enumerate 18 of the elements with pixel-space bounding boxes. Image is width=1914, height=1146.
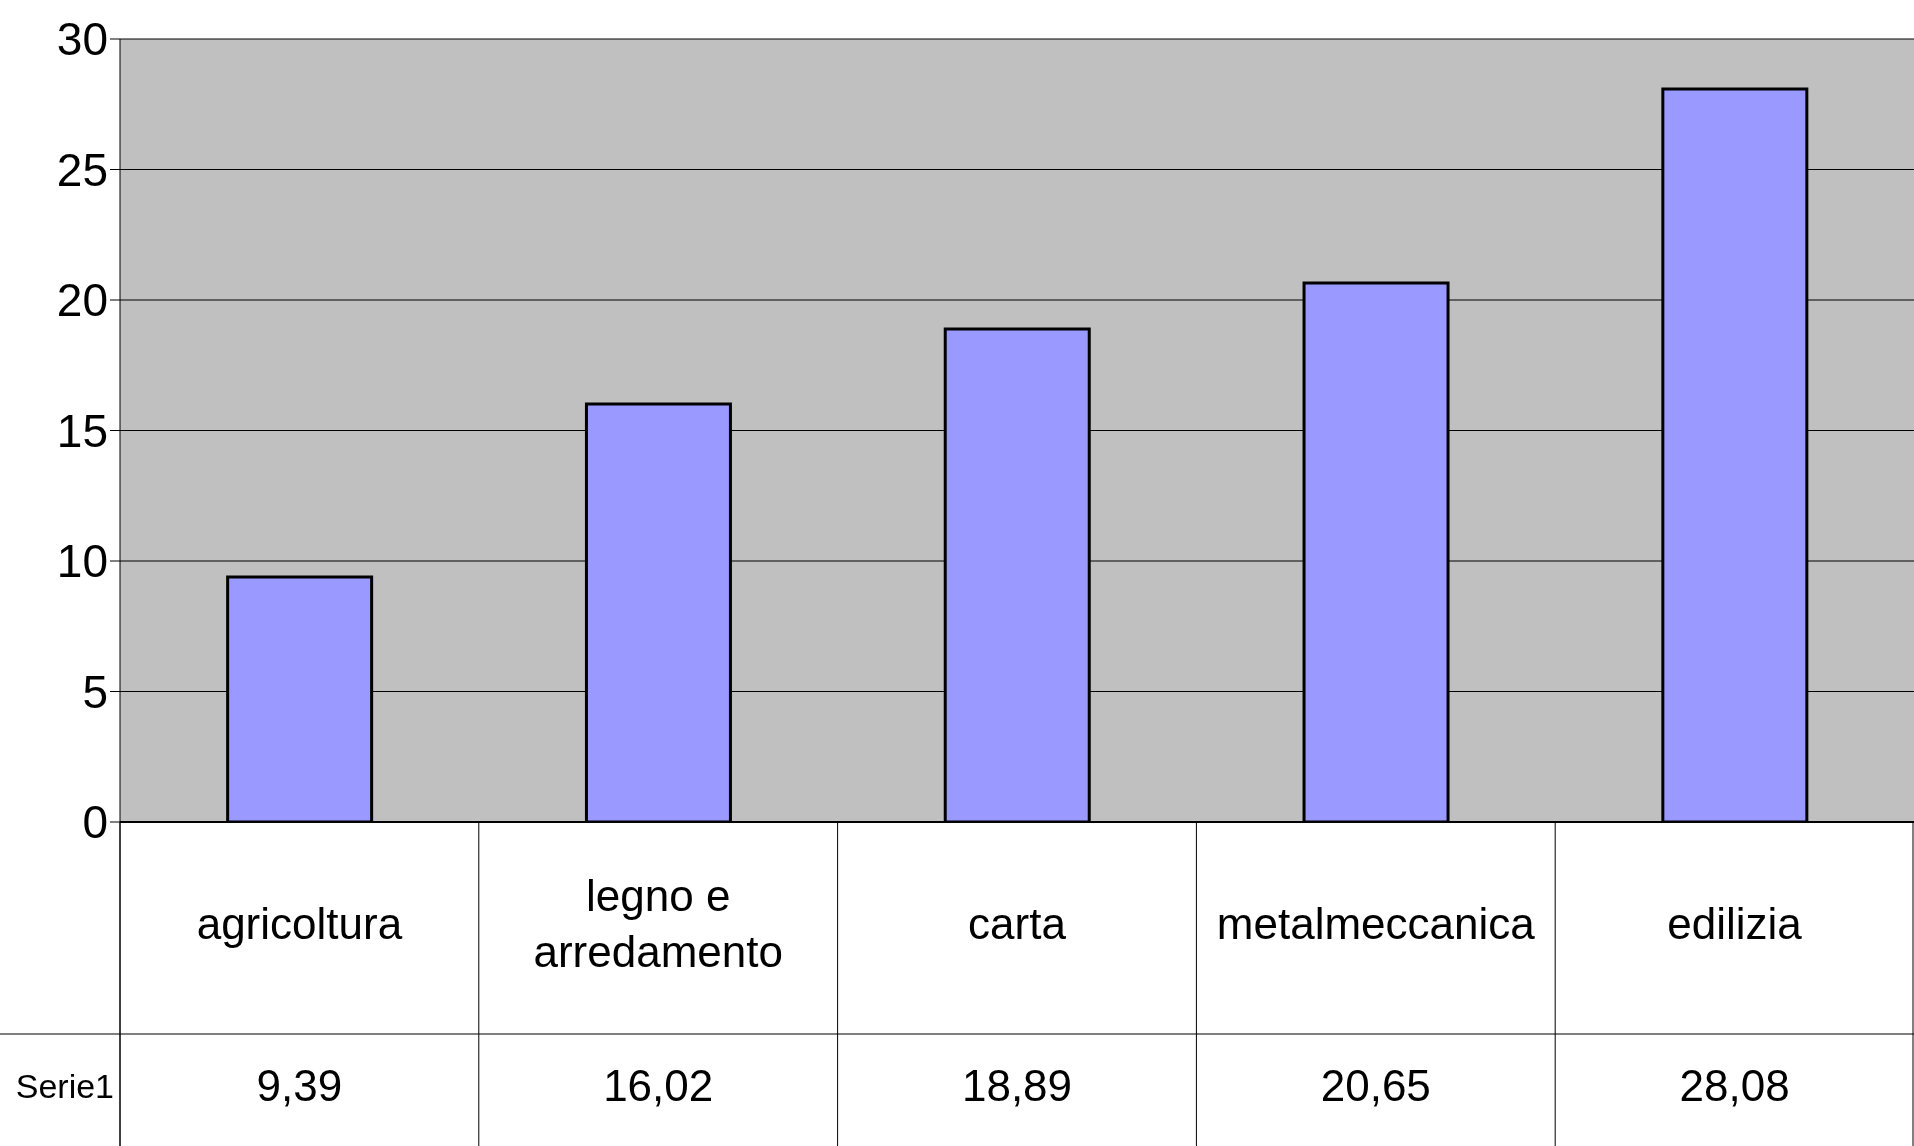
y-tick-label: 15 [56, 404, 108, 457]
x-tick-label: legno e arredamento [533, 870, 783, 976]
data-label: 9,39 [256, 1060, 343, 1110]
x-tick-label: carta [968, 898, 1067, 948]
data-label: 20,65 [1320, 1060, 1431, 1110]
y-tick-label: 20 [56, 274, 108, 327]
x-tick-label: agricoltura [196, 898, 403, 948]
data-label: 28,08 [1679, 1060, 1790, 1110]
data-label: 16,02 [603, 1060, 714, 1110]
y-tick-label: 25 [56, 143, 108, 196]
y-tick-label: 5 [82, 665, 108, 718]
y-tick-label: 30 [56, 13, 108, 66]
y-tick-label: 0 [82, 796, 108, 849]
text: Serie1 [15, 1066, 114, 1105]
x-tick-label: edilizia [1667, 898, 1803, 948]
data-label: 18,89 [961, 1060, 1073, 1110]
x-tick-label: metalmeccanica [1216, 898, 1536, 948]
y-tick-label: 10 [56, 535, 108, 588]
